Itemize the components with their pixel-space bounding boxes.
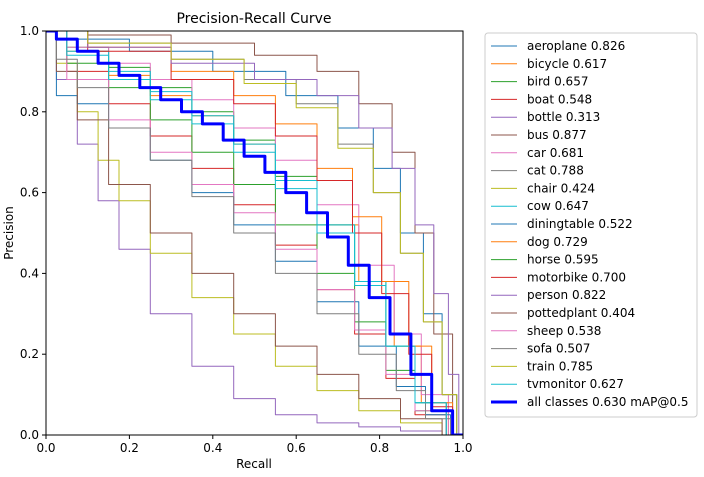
legend-label-7: cat 0.788 xyxy=(527,164,584,178)
series-line-15 xyxy=(46,31,463,435)
x-axis-label: Recall xyxy=(236,457,272,471)
legend-frame xyxy=(484,32,698,418)
legend-label-10: diningtable 0.522 xyxy=(527,217,633,231)
x-axis-ticks: 0.0 0.2 0.4 0.6 0.8 1.0 xyxy=(36,435,473,455)
legend-label-20: all classes 0.630 mAP@0.5 xyxy=(527,395,688,409)
series-line-8 xyxy=(46,31,463,435)
y-axis-ticks: 0.0 0.2 0.4 0.6 0.8 1.0 xyxy=(20,24,46,442)
series-line-16 xyxy=(46,31,463,435)
legend-label-1: bicycle 0.617 xyxy=(527,57,607,71)
legend-label-17: sofa 0.507 xyxy=(527,342,590,356)
legend-label-4: bottle 0.313 xyxy=(527,110,600,124)
curves-layer xyxy=(46,31,463,435)
x-tick-label: 0.6 xyxy=(287,441,306,455)
series-line-14 xyxy=(46,31,463,435)
series-line-4 xyxy=(46,31,463,435)
series-line-18 xyxy=(46,31,463,435)
series-line-12 xyxy=(46,31,463,435)
y-axis-label: Precision xyxy=(2,206,16,260)
legend-label-9: cow 0.647 xyxy=(527,199,589,213)
legend-label-13: motorbike 0.700 xyxy=(527,270,626,284)
x-tick-label: 0.2 xyxy=(120,441,139,455)
legend-label-5: bus 0.877 xyxy=(527,128,587,142)
y-tick-label: 0.2 xyxy=(20,347,39,361)
series-line-19 xyxy=(46,31,463,435)
x-tick-label: 0.4 xyxy=(203,441,222,455)
legend-label-19: tvmonitor 0.627 xyxy=(527,377,624,391)
x-tick-label: 1.0 xyxy=(453,441,472,455)
y-tick-label: 0.4 xyxy=(20,266,39,280)
series-line-20 xyxy=(46,31,463,435)
series-line-10 xyxy=(46,31,463,435)
x-tick-label: 0.8 xyxy=(370,441,389,455)
legend-label-18: train 0.785 xyxy=(527,359,593,373)
plot-frame xyxy=(45,30,464,436)
legend-label-2: bird 0.657 xyxy=(527,75,588,89)
legend-label-12: horse 0.595 xyxy=(527,253,599,267)
legend-label-3: boat 0.548 xyxy=(527,92,592,106)
y-tick-label: 1.0 xyxy=(20,24,39,38)
legend-label-11: dog 0.729 xyxy=(527,235,588,249)
chart-title: Precision-Recall Curve xyxy=(176,11,331,27)
legend-label-16: sheep 0.538 xyxy=(527,324,601,338)
legend-label-15: pottedplant 0.404 xyxy=(527,306,635,320)
y-tick-label: 0.8 xyxy=(20,105,39,119)
x-tick-label: 0.0 xyxy=(36,441,55,455)
legend-label-6: car 0.681 xyxy=(527,146,584,160)
legend-label-0: aeroplane 0.826 xyxy=(527,39,625,53)
y-tick-label: 0.0 xyxy=(20,428,39,442)
series-line-17 xyxy=(46,31,463,435)
legend-label-8: chair 0.424 xyxy=(527,181,595,195)
series-line-13 xyxy=(46,31,463,435)
legend-label-14: person 0.822 xyxy=(527,288,606,302)
legend: aeroplane 0.826 bicycle 0.617 bird 0.657 bo… xyxy=(484,32,698,418)
y-tick-label: 0.6 xyxy=(20,186,39,200)
